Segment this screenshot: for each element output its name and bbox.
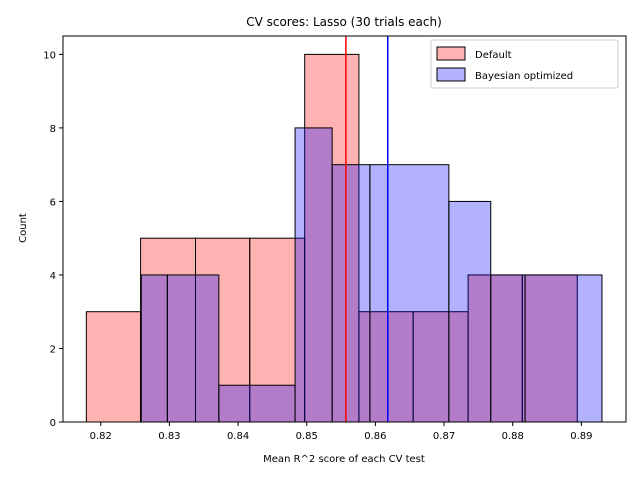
x-tick-label-2: 0.84 (227, 431, 249, 442)
y-tick-label-2: 4 (50, 271, 56, 282)
x-tick-label-6: 0.88 (502, 431, 524, 442)
y-tick-label-1: 2 (50, 344, 56, 355)
y-tick-label-5: 10 (43, 50, 56, 61)
x-tick-label-0: 0.82 (90, 431, 112, 442)
x-axis-label: Mean R^2 score of each CV test (263, 454, 425, 465)
bar-default-6 (412, 311, 469, 423)
bar-bayesian-1 (166, 274, 220, 423)
legend: Default Bayesian optimized (430, 39, 619, 89)
bar-bayesian-6 (448, 200, 492, 423)
bar-default-0 (85, 311, 142, 423)
bar-default-1 (140, 237, 197, 423)
bar-bayesian-8 (524, 274, 603, 423)
bar-bayesian-7 (490, 274, 526, 423)
x-tick-label-7: 0.89 (570, 431, 592, 442)
bar-default-8 (521, 274, 578, 423)
bar-bayesian-2 (218, 384, 296, 423)
legend-swatch-bayesian (436, 67, 466, 82)
y-tick-label-3: 6 (50, 197, 56, 208)
bar-bayesian-0 (140, 274, 168, 423)
plot-frame (62, 35, 627, 423)
legend-label-bayesian: Bayesian optimized (475, 71, 573, 82)
bar-bayesian-3 (294, 127, 333, 423)
legend-swatch-default (436, 46, 466, 61)
y-tick-label-0: 0 (50, 418, 56, 429)
x-tick-label-3: 0.85 (296, 431, 318, 442)
chart-title: CV scores: Lasso (30 trials each) (246, 15, 442, 29)
x-tick-label-4: 0.86 (364, 431, 386, 442)
bar-bayesian-5 (369, 164, 450, 423)
y-tick-label-4: 8 (50, 124, 56, 135)
x-tick-label-1: 0.83 (158, 431, 180, 442)
bar-bayesian-4 (331, 164, 371, 423)
legend-label-default: Default (475, 50, 512, 61)
legend-frame (430, 39, 619, 89)
bar-default-5 (358, 311, 414, 423)
x-tick-label-5: 0.87 (433, 431, 455, 442)
y-axis-label: Count (18, 213, 29, 243)
bar-default-2 (195, 237, 251, 423)
